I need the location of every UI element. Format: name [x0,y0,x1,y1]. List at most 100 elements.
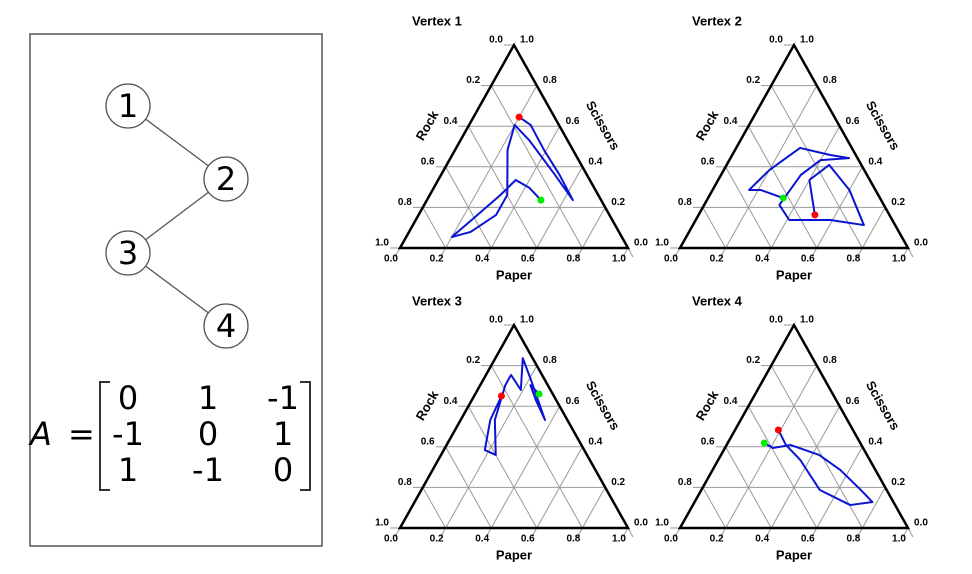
paper-tick-label: 0.0 [664,534,678,545]
grid-line [861,487,886,529]
rock-tick-label: 0.8 [678,477,692,488]
chart-title: Vertex 3 [412,293,462,308]
matrix-entry: 1 [273,415,293,453]
matrix-entry: -1 [112,415,144,453]
ternary-plot: 0.0 0.2 0.4 0.6 0.8 1.0 0.0 0.2 0.4 0.6 0.8 1.0 0.0 0… [655,293,928,562]
tick-mark [576,247,583,258]
scissors-tick-label: 1.0 [800,315,814,326]
tick-mark [576,527,583,538]
axis-title: Scissors [583,378,623,432]
rock-tick-label: 1.0 [375,238,389,249]
scissors-tick-label: 0.8 [823,355,837,366]
grid-line [536,166,583,249]
tick-mark [902,527,909,538]
paper-tick-label: 0.6 [521,254,535,265]
rock-tick-label: 0.2 [746,355,760,366]
paper-tick-label: 1.0 [892,254,906,265]
paper-tick-label: 0.6 [801,254,815,265]
tick-mark [856,247,863,258]
marker [535,390,543,398]
triangle [397,322,631,530]
scissors-tick-label: 0.8 [543,75,557,86]
triangle [397,42,631,250]
node [105,83,151,129]
grid-line [467,125,538,249]
paper-tick-label: 0.2 [430,254,444,265]
paper-tick-label: 0.0 [384,254,398,265]
grid-line [445,85,538,249]
grid-line [747,405,818,529]
paper-tick-label: 0.2 [710,254,724,265]
axis-title: Paper [496,547,532,562]
grid-line [445,365,538,529]
tick-mark [622,527,629,538]
grid-line [770,125,841,249]
paper-tick-label: 0.6 [801,534,815,545]
paper-tick-label: 0.4 [755,534,769,545]
rock-tick-label: 0.6 [421,436,435,447]
paper-tick-label: 0.8 [566,534,580,545]
rock-tick-label: 0.4 [723,116,737,127]
rock-tick-label: 0.6 [421,156,435,167]
paper-tick-label: 0.0 [384,534,398,545]
axis-title: Paper [496,267,532,282]
rock-tick-label: 0.2 [746,75,760,86]
scissors-tick-label: 0.6 [846,116,860,127]
tick-mark [811,527,818,538]
paper-tick-label: 0.2 [710,534,724,545]
rock-tick-label: 0.0 [489,35,503,46]
tick-mark [765,527,772,538]
marker [774,426,782,434]
tick-mark [622,247,629,258]
axis-title: Paper [776,267,812,282]
axis-title: Paper [776,547,812,562]
axis-title: Scissors [863,98,903,152]
scissors-tick-label: 0.0 [634,238,648,249]
tick-mark [440,527,447,538]
rock-tick-label: 0.0 [489,315,503,326]
paper-tick-label: 0.4 [475,254,489,265]
rock-tick-label: 0.8 [398,477,412,488]
axis-title: Rock [693,387,722,423]
trajectory [450,116,574,239]
rock-tick-label: 0.2 [466,75,480,86]
scissors-tick-label: 0.8 [823,75,837,86]
scissors-tick-label: 0.2 [891,477,905,488]
paper-tick-label: 0.6 [521,534,535,545]
paper-tick-label: 0.8 [846,254,860,265]
tick-mark [485,527,492,538]
grid-line [536,446,583,529]
grid-line [490,405,561,529]
rock-tick-label: 0.0 [769,35,783,46]
matrix-entry: 0 [118,379,138,417]
axis-title: Rock [413,387,442,423]
grid-line [725,85,818,249]
trajectory [763,429,874,507]
tick-mark [627,527,634,538]
node [203,303,249,349]
rock-tick-label: 1.0 [655,238,669,249]
tick-mark [856,527,863,538]
tick-mark [674,527,681,538]
matrix: 0 1 -1-1 0 11 -1 0 [112,379,299,489]
graph: 1 2 3 4 [105,83,249,349]
tick-mark [720,247,727,258]
grid-line [422,207,447,249]
grid-line [702,207,727,249]
node-label: 3 [118,234,138,272]
rock-tick-label: 0.4 [443,116,457,127]
tick-mark [674,247,681,258]
matrix-name: A [28,415,52,453]
node-label: 2 [216,160,236,198]
chart-title: Vertex 2 [692,13,742,28]
tick-mark [907,527,914,538]
marker [811,211,819,219]
scissors-tick-label: 0.2 [891,197,905,208]
tick-mark [531,247,538,258]
tick-mark [394,247,401,258]
tick-mark [811,247,818,258]
matrix-entry: 1 [118,451,138,489]
paper-tick-label: 0.0 [664,254,678,265]
scissors-tick-label: 1.0 [800,35,814,46]
grid-line [581,487,606,529]
